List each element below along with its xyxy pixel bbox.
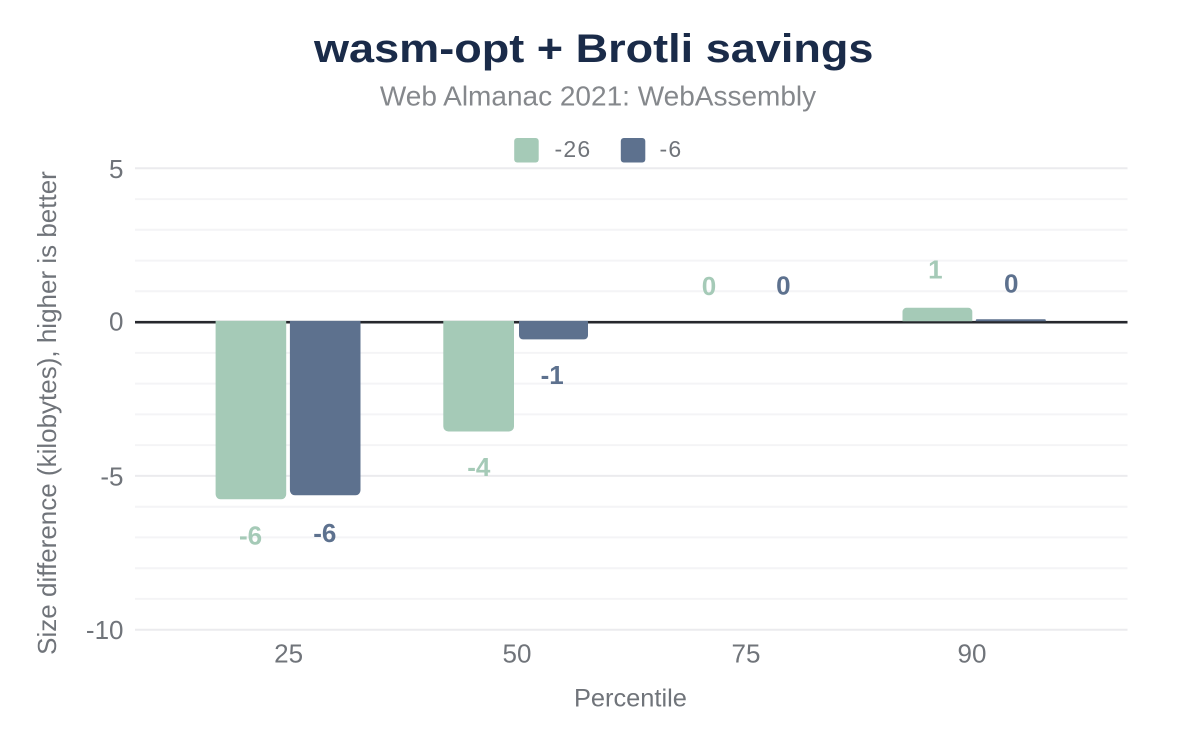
svg-text:5: 5 <box>109 154 123 184</box>
svg-text:Size difference (kilobytes), h: Size difference (kilobytes), higher is b… <box>32 171 62 655</box>
svg-text:Web Almanac 2021: WebAssembly: Web Almanac 2021: WebAssembly <box>380 80 816 111</box>
svg-text:wasm-opt + Brotli savings: wasm-opt + Brotli savings <box>313 26 874 71</box>
svg-text:Percentile: Percentile <box>574 684 687 712</box>
svg-text:-6: -6 <box>660 136 683 162</box>
svg-text:0: 0 <box>776 270 790 300</box>
svg-text:75: 75 <box>732 638 761 668</box>
svg-text:0: 0 <box>109 307 123 337</box>
svg-text:1: 1 <box>928 255 942 285</box>
svg-text:50: 50 <box>503 638 532 668</box>
svg-text:-5: -5 <box>100 462 123 492</box>
svg-text:25: 25 <box>274 638 303 668</box>
svg-text:-10: -10 <box>86 615 124 645</box>
svg-text:-26: -26 <box>555 136 592 162</box>
svg-text:0: 0 <box>702 271 716 301</box>
svg-text:-6: -6 <box>239 521 262 551</box>
svg-text:-4: -4 <box>467 452 491 482</box>
svg-text:-1: -1 <box>541 360 564 390</box>
svg-text:0: 0 <box>1004 268 1018 298</box>
svg-text:90: 90 <box>958 638 987 668</box>
svg-text:-6: -6 <box>313 518 336 548</box>
